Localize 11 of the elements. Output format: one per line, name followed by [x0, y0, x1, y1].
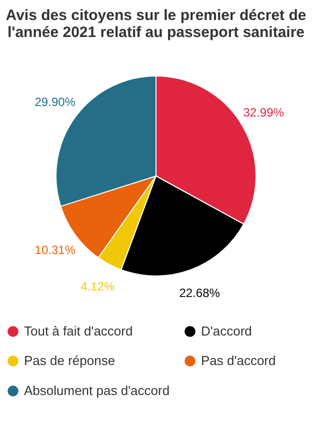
legend-label: D'accord: [201, 323, 252, 338]
data-label: 32.99%: [243, 105, 284, 120]
data-label: 10.31%: [34, 242, 76, 257]
chart-title: Avis des citoyens sur le premier décret de l'année 2021 relatif au passeport sanitaire: [6, 7, 306, 41]
legend-label: Pas d'accord: [201, 353, 276, 368]
legend-label: Tout à fait d'accord: [24, 323, 133, 338]
legend-label: Pas de réponse: [24, 353, 116, 368]
data-label: 4.12%: [80, 280, 115, 294]
legend-label: Absolument pas d'accord: [24, 383, 170, 398]
data-label: 22.68%: [179, 286, 220, 300]
data-label: 29.90%: [34, 95, 76, 110]
